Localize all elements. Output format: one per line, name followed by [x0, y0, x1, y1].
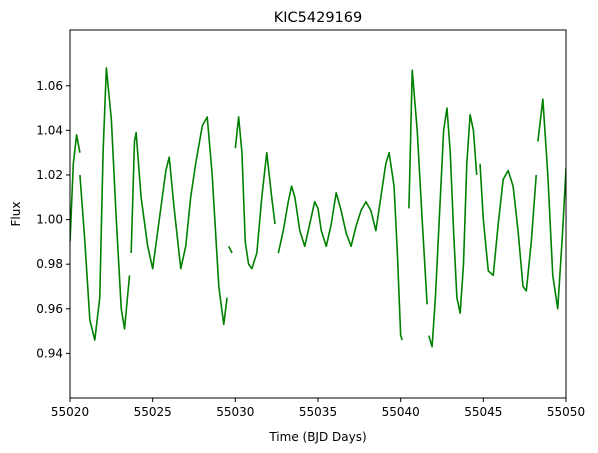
y-tick-label: 1.02 [36, 168, 63, 182]
y-tick-label: 0.94 [36, 346, 63, 360]
flux-line-segment [234, 116, 276, 270]
x-tick-label: 55025 [134, 405, 172, 419]
series-layer [70, 67, 566, 348]
y-tick-label: 1.06 [36, 79, 63, 93]
y-tick-label: 0.98 [36, 257, 63, 271]
y-axis: 0.94 0.96 0.98 1.00 1.02 1.04 1.06 [36, 79, 70, 360]
x-tick-label: 55030 [216, 405, 254, 419]
flux-line-segment [70, 134, 81, 242]
y-tick-label: 0.96 [36, 302, 63, 316]
x-tick-label: 55020 [51, 405, 89, 419]
flux-line-segment [130, 116, 228, 326]
plot-frame [69, 29, 567, 399]
flux-line-segment [277, 151, 404, 341]
flux-line-segment [228, 245, 233, 254]
y-tick-label: 1.00 [36, 213, 63, 227]
flux-line-segment [79, 67, 131, 341]
x-tick-label: 55035 [299, 405, 337, 419]
x-tick-label: 55045 [464, 405, 502, 419]
chart-title: KIC5429169 [274, 10, 363, 26]
x-tick-label: 55050 [547, 405, 585, 419]
y-tick-label: 1.04 [36, 123, 63, 137]
flux-line-segment [408, 69, 428, 305]
flux-line-segment [428, 107, 478, 348]
flux-line-segment [537, 98, 566, 310]
x-axis-label: Time (BJD Days) [268, 430, 366, 444]
flux-line-segment [479, 163, 538, 292]
y-axis-label: Flux [9, 202, 23, 227]
x-axis: 55020 55025 55030 55035 55040 55045 55050 [51, 398, 585, 419]
x-tick-label: 55040 [382, 405, 420, 419]
